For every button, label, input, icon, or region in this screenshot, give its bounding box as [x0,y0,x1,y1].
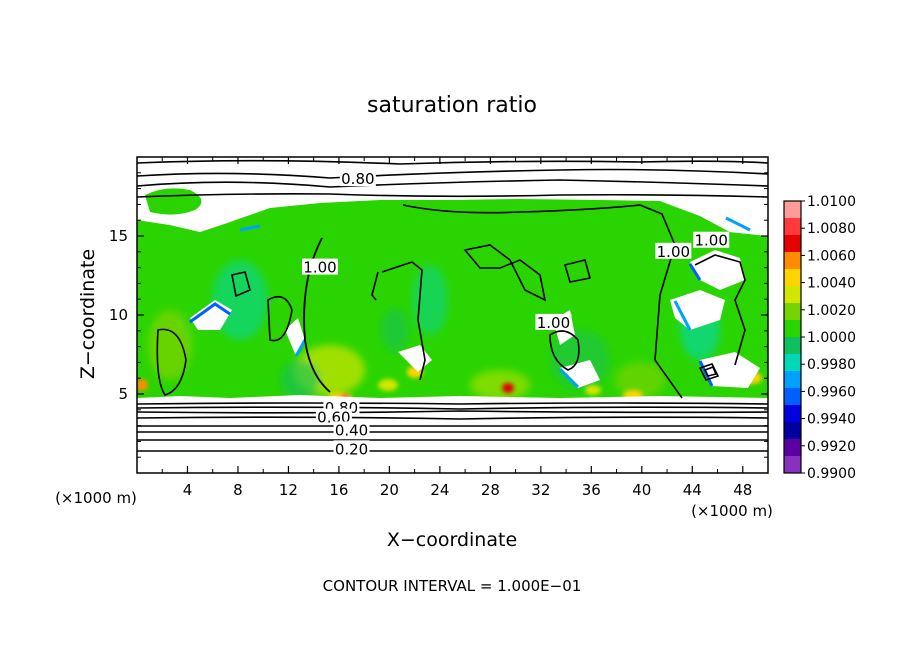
colorbar-swatch [784,405,801,423]
x-tick-label: 40 [632,481,651,499]
colorbar-tick-label: 0.9900 [807,466,856,482]
x-tick-label: 4 [183,481,193,499]
x-tick-label: 8 [233,481,243,499]
colorbar-tick-label: 1.0020 [807,303,856,319]
contour-label-background [535,313,572,330]
x-axis-label: X−coordinate [387,529,517,551]
x-tick-label: 44 [683,481,702,499]
colorbar-tick-label: 1.0100 [807,194,856,210]
colorbar-swatch [784,371,801,389]
y-axis-label: Z−coordinate [77,249,99,379]
contour-label: 1.00 [657,243,690,261]
contour-label: 1.00 [537,314,570,332]
colorbar-tick-label: 1.0080 [807,221,856,237]
colorbar-swatch [784,456,801,474]
colorbar-swatch [784,201,801,219]
colorbar-swatch [784,269,801,287]
colorbar-swatch [784,286,801,304]
colorbar-tick-label: 1.0060 [807,248,856,264]
contour-lines [137,159,768,452]
colorbar-swatch [784,422,801,440]
colorbar-tick-label: 0.9960 [807,384,856,400]
colorbar-tick-label: 0.9940 [807,412,856,428]
plot-area: 0.801.001.001.001.000.800.600.400.20 481… [109,156,769,499]
x-tick-label: 48 [733,481,752,499]
contour-label: 1.00 [695,232,728,250]
x-tick-label: 20 [380,481,399,499]
colorbar-swatch [784,388,801,406]
colorbar-swatch [784,337,801,355]
contour-label: 0.20 [335,440,368,458]
y-tick-label: 5 [118,385,128,403]
contour-label: 0.80 [341,170,374,188]
contour-label-background [339,170,376,187]
colorbar-swatch [784,252,801,270]
contour-label-background [333,421,370,438]
chart-title: saturation ratio [367,93,537,118]
colorbar-tick-label: 1.0000 [807,330,856,346]
x-tick-label: 32 [531,481,550,499]
x-axis: 4 8 12 16 20 24 28 32 36 40 44 48 [161,157,752,499]
colorbar-swatch [784,218,801,236]
contour-interval-note: CONTOUR INTERVAL = 1.000E−01 [323,577,582,595]
colorbar-swatch [784,320,801,338]
contour-label-background [655,242,692,259]
x-unit-label-left: (×1000 m) [55,489,137,507]
colorbar-swatch [784,354,801,372]
contour-labels: 0.801.001.001.001.000.800.600.400.20 [301,170,730,458]
colorbar-swatch [784,235,801,253]
colorbar-swatch [784,303,801,321]
x-tick-label: 36 [582,481,601,499]
contour-label-background [333,440,370,457]
contour-label-background [693,231,730,248]
x-tick-label: 28 [481,481,500,499]
colorbar-tick-label: 0.9920 [807,439,856,455]
y-tick-label: 10 [109,306,128,324]
contour-label-background [301,258,338,275]
x-tick-label: 16 [329,481,348,499]
colorbar: 1.0100 1.0080 1.0060 1.0040 1.0020 1.0000 0.99… [783,194,856,482]
colorbar-tick-label: 0.9980 [807,357,856,373]
contour-label-background [315,408,352,425]
contour-label: 1.00 [303,259,336,277]
x-tick-label: 12 [279,481,298,499]
x-unit-label-right: (×1000 m) [691,502,773,520]
y-axis: 5 10 15 [109,172,768,458]
dry-patches [137,188,768,402]
saturation-field: 0.801.001.001.001.000.800.600.400.20 [137,159,768,458]
x-tick-label: 24 [430,481,449,499]
contour-label: 0.40 [335,421,368,439]
y-tick-label: 15 [109,227,128,245]
colorbar-tick-label: 1.0040 [807,276,856,292]
colorbar-swatch [784,439,801,457]
